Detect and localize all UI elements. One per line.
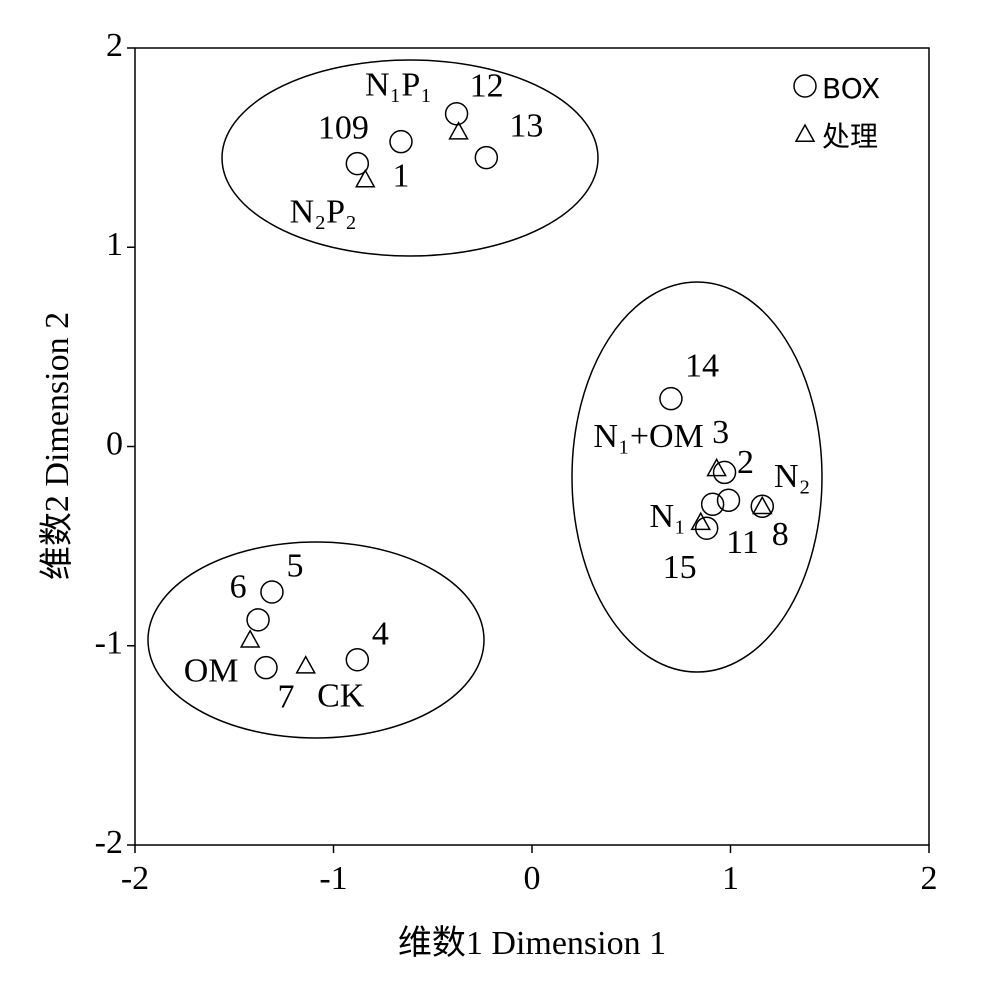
point-label: 14 xyxy=(685,347,719,384)
point-label: 4 xyxy=(372,615,389,652)
point-label: 15 xyxy=(663,549,697,586)
point xyxy=(254,655,278,680)
point-label: N₁P₁ xyxy=(365,66,432,103)
point-label: 109 xyxy=(318,109,369,146)
point xyxy=(389,129,413,154)
x-tick-label: 0 xyxy=(524,860,541,897)
x-axis-title: 维数1 Dimension 1 xyxy=(398,924,666,962)
point xyxy=(444,102,469,126)
point xyxy=(239,629,261,648)
point xyxy=(690,511,711,531)
point xyxy=(345,647,370,672)
legend-label: BOX xyxy=(822,72,880,105)
y-tick-label: -2 xyxy=(95,824,123,861)
x-tick-label: -2 xyxy=(121,860,149,897)
point-label: OM xyxy=(184,653,239,690)
point xyxy=(260,580,284,604)
point xyxy=(246,608,270,632)
point-label: 6 xyxy=(230,569,247,606)
point-label: 8 xyxy=(772,516,789,553)
legend-marker xyxy=(793,74,817,98)
legend-marker xyxy=(794,123,816,142)
point-label: N₂ xyxy=(774,458,810,495)
y-tick-label: 2 xyxy=(106,27,123,64)
point-label: CK xyxy=(317,677,365,714)
point xyxy=(474,145,499,170)
point-label: 5 xyxy=(286,548,303,585)
point xyxy=(712,460,737,485)
y-tick-label: -1 xyxy=(95,625,123,662)
point-label: 11 xyxy=(726,524,759,561)
y-tick-label: 1 xyxy=(106,226,123,263)
cluster-ellipse xyxy=(571,281,823,673)
point xyxy=(448,121,469,140)
point-label: 13 xyxy=(509,107,543,144)
point xyxy=(706,457,727,477)
point xyxy=(354,168,376,188)
point xyxy=(659,386,683,411)
point xyxy=(750,494,775,519)
x-tick-label: -1 xyxy=(319,860,347,897)
point-label: 12 xyxy=(470,68,504,105)
point-label: N₁ xyxy=(650,498,686,535)
x-tick-label: 2 xyxy=(921,860,938,897)
point-label: 7 xyxy=(278,678,295,715)
point xyxy=(700,492,725,517)
point xyxy=(716,488,741,513)
point-label: N₁+OM xyxy=(593,418,703,455)
point-label: 3 xyxy=(712,414,729,451)
cluster-ellipse xyxy=(147,541,485,739)
y-axis-title: 维数2 Dimension 2 xyxy=(38,312,76,580)
point xyxy=(694,516,719,540)
point xyxy=(345,151,370,176)
x-tick-label: 1 xyxy=(722,860,739,897)
point xyxy=(751,495,773,515)
point-label: 2 xyxy=(737,444,754,481)
legend-label: 处理 xyxy=(822,120,878,153)
point-label: N₂P₂ xyxy=(290,193,357,230)
y-tick-label: 0 xyxy=(106,425,123,462)
cluster-ellipse xyxy=(221,59,599,257)
plot-frame xyxy=(134,47,930,846)
point-label: 1 xyxy=(392,157,409,194)
point xyxy=(295,655,316,674)
